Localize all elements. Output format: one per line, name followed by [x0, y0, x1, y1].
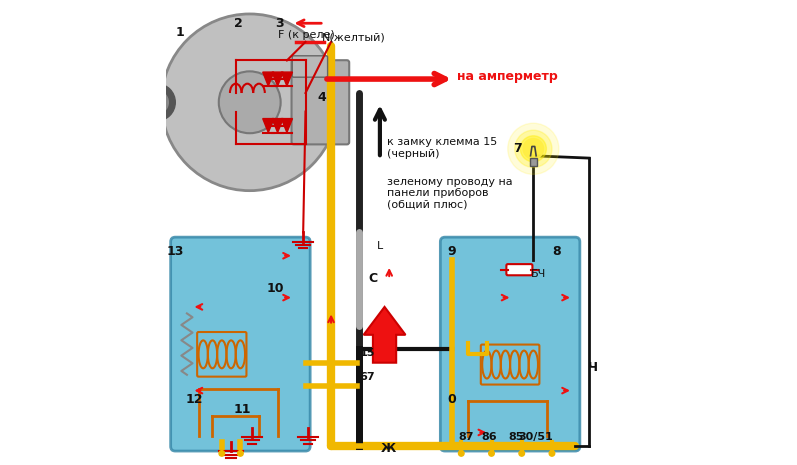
Text: 4: 4: [317, 91, 326, 104]
Text: Ч: Ч: [588, 361, 598, 374]
Text: C: C: [368, 272, 378, 286]
Text: 87: 87: [458, 432, 473, 442]
Text: 7: 7: [512, 142, 521, 155]
Text: 8: 8: [552, 245, 561, 258]
FancyBboxPatch shape: [506, 264, 532, 275]
Text: 12: 12: [185, 393, 202, 406]
Text: 3: 3: [276, 17, 285, 30]
Polygon shape: [363, 307, 406, 363]
Text: 85: 85: [508, 432, 524, 442]
Circle shape: [458, 451, 464, 456]
FancyBboxPatch shape: [292, 56, 328, 77]
Polygon shape: [272, 119, 283, 133]
Circle shape: [145, 91, 168, 114]
Circle shape: [238, 451, 243, 456]
Polygon shape: [263, 72, 274, 86]
Circle shape: [549, 451, 555, 456]
Text: Ж: Ж: [381, 442, 396, 455]
Text: к замку клемма 15
(черный): к замку клемма 15 (черный): [387, 137, 497, 159]
Text: N(желтый): N(желтый): [322, 32, 386, 42]
Text: 11: 11: [234, 403, 252, 416]
Circle shape: [138, 84, 175, 121]
Text: БЧ: БЧ: [531, 269, 546, 279]
Circle shape: [219, 451, 225, 456]
Text: 9: 9: [448, 245, 457, 258]
Circle shape: [523, 139, 544, 159]
Text: 67: 67: [359, 372, 375, 382]
FancyBboxPatch shape: [441, 237, 580, 451]
Circle shape: [508, 123, 559, 174]
Text: L: L: [377, 241, 383, 252]
Text: 13: 13: [167, 245, 184, 258]
Text: зеленому проводу на
панели приборов
(общий плюс): зеленому проводу на панели приборов (общ…: [387, 177, 512, 210]
Text: F (к реле): F (к реле): [277, 30, 335, 40]
Circle shape: [219, 72, 281, 133]
Polygon shape: [272, 72, 283, 86]
Text: 0: 0: [448, 393, 457, 406]
Text: 1: 1: [175, 26, 184, 39]
Circle shape: [515, 130, 552, 167]
Circle shape: [519, 451, 524, 456]
Text: 30/51: 30/51: [518, 432, 553, 442]
Text: 86: 86: [481, 432, 497, 442]
Circle shape: [489, 451, 494, 456]
Text: 15: 15: [359, 348, 375, 359]
Circle shape: [520, 136, 547, 162]
Polygon shape: [263, 119, 274, 133]
Text: 2: 2: [234, 17, 242, 30]
FancyBboxPatch shape: [292, 60, 349, 144]
FancyBboxPatch shape: [530, 158, 537, 166]
Circle shape: [161, 14, 338, 191]
Text: на амперметр: на амперметр: [457, 70, 557, 83]
Polygon shape: [281, 119, 292, 133]
Polygon shape: [281, 72, 292, 86]
Text: 10: 10: [266, 282, 284, 295]
FancyBboxPatch shape: [171, 237, 310, 451]
